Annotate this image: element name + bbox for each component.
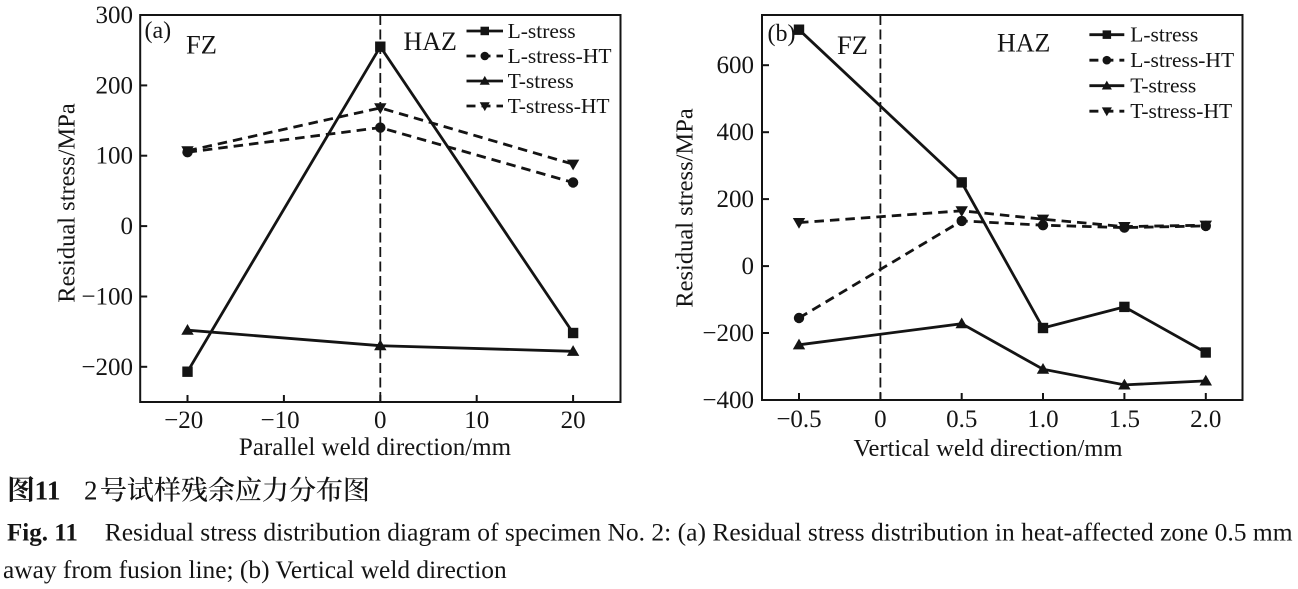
svg-text:10: 10 [464,407,489,434]
svg-text:L-stress: L-stress [508,19,576,43]
svg-text:(a): (a) [145,18,172,44]
svg-text:0: 0 [742,253,755,280]
svg-text:Residual stress/MPa: Residual stress/MPa [672,108,699,308]
svg-text:2.0: 2.0 [1190,406,1221,433]
svg-text:1.5: 1.5 [1109,406,1140,433]
svg-text:0: 0 [121,213,134,240]
svg-text:0: 0 [374,407,387,434]
svg-text:T-stress-HT: T-stress-HT [508,94,610,118]
svg-text:L-stress-HT: L-stress-HT [508,44,612,68]
svg-text:11: 11 [35,475,61,506]
svg-text:−0.5: −0.5 [776,406,821,433]
svg-text:L-stress: L-stress [1130,23,1198,47]
svg-text:−20: −20 [164,407,203,434]
svg-text:−200: −200 [81,354,133,381]
svg-text:20: 20 [561,407,586,434]
svg-text:0: 0 [874,406,887,433]
svg-text:Residual stress/MPa: Residual stress/MPa [54,103,81,303]
svg-text:−100: −100 [81,284,133,311]
svg-text:1.0: 1.0 [1027,406,1058,433]
svg-text:400: 400 [717,119,755,146]
svg-text:2: 2 [84,476,98,506]
svg-text:200: 200 [717,186,755,213]
svg-text:T-stress: T-stress [508,69,574,93]
svg-text:away from fusion line; (b) Ver: away from fusion line; (b) Vertical weld… [3,556,507,584]
svg-text:FZ: FZ [186,29,217,59]
svg-text:HAZ: HAZ [997,29,1050,58]
svg-text:−200: −200 [702,320,754,347]
svg-text:T-stress: T-stress [1130,74,1196,98]
svg-text:T-stress-HT: T-stress-HT [1130,99,1232,123]
svg-text:200: 200 [96,72,134,99]
svg-text:−400: −400 [702,387,754,414]
svg-text:0.5: 0.5 [946,406,977,433]
svg-text:Parallel weld direction/mm: Parallel weld direction/mm [239,434,512,461]
svg-text:HAZ: HAZ [404,27,457,56]
svg-text:300: 300 [96,2,134,29]
svg-text:(b): (b) [768,21,796,47]
svg-text:FZ: FZ [837,30,868,60]
svg-text:Vertical weld direction/mm: Vertical weld direction/mm [853,435,1122,462]
svg-text:−10: −10 [261,407,300,434]
svg-text:L-stress-HT: L-stress-HT [1130,48,1234,72]
svg-text:100: 100 [96,143,134,170]
svg-text:600: 600 [717,52,755,79]
